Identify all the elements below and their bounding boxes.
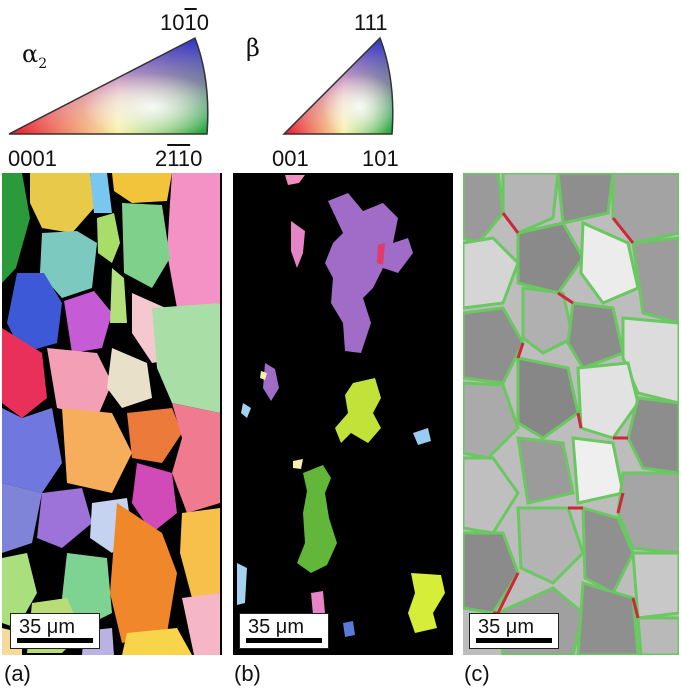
beta-pole-top-label: 111 xyxy=(354,10,388,35)
panel-b-scale-line xyxy=(246,638,322,643)
panel-a-grain-map xyxy=(2,173,220,655)
panel-b-scale-bar: 35 μm xyxy=(239,613,329,649)
panel-a-alpha2-orientation-map: 35 μm xyxy=(2,173,222,655)
panel-a-scale-label: 35 μm xyxy=(19,616,75,638)
beta-legend-symbol: β xyxy=(246,34,260,62)
alpha2-pole-top-label: 1010 xyxy=(160,10,209,35)
panel-c-scale-bar: 35 μm xyxy=(469,613,559,649)
panel-c-boundary-image xyxy=(463,173,679,655)
panel-b-grain-map xyxy=(237,175,445,637)
alpha2-pole-left-label: 0001 xyxy=(8,146,57,171)
panel-b-caption: (b) xyxy=(234,661,261,686)
alpha2-ipf-triangle xyxy=(8,36,209,135)
alpha2-legend-symbol: α2 xyxy=(22,40,48,72)
beta-pole-left-label: 001 xyxy=(272,146,309,171)
beta-ipf-triangle xyxy=(282,36,394,135)
panel-c-scale-line xyxy=(476,638,552,643)
panel-a-scale-line xyxy=(17,638,93,643)
panel-b-beta-orientation-map: 35 μm xyxy=(233,173,453,655)
panel-c-grain-boundary-map: 35 μm xyxy=(463,173,679,655)
panel-c-scale-label: 35 μm xyxy=(478,616,534,638)
panel-c-caption: (c) xyxy=(464,661,490,686)
alpha2-pole-right-label: 2110 xyxy=(155,146,203,171)
panel-a-caption: (a) xyxy=(4,661,31,686)
beta-pole-right-label: 101 xyxy=(362,146,399,171)
panel-a-scale-bar: 35 μm xyxy=(10,613,100,649)
panel-b-scale-label: 35 μm xyxy=(248,616,304,638)
